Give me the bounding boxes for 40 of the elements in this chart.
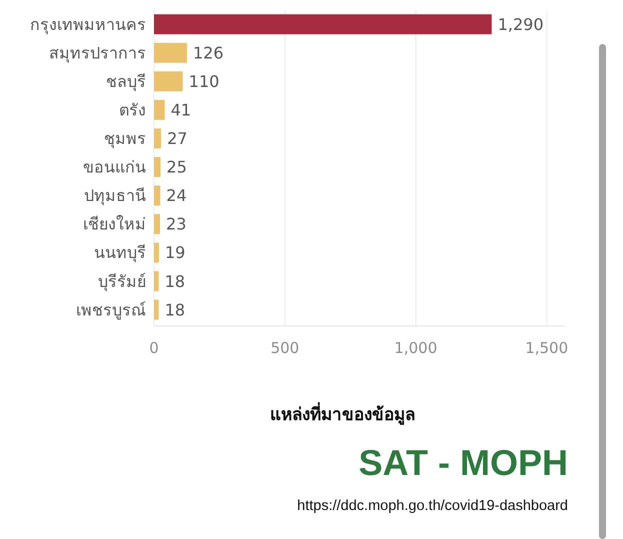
- text: https://ddc.moph.go.th/covid19-dashboard: [297, 498, 568, 514]
- data-label: 110: [188, 72, 220, 91]
- bar: [154, 42, 187, 63]
- y-tick-label: กรุงเทพมหานคร: [30, 14, 146, 35]
- y-tick-label: นนทบุรี: [94, 243, 146, 264]
- text: แหล่งที่มาของข้อมูล: [270, 402, 415, 426]
- y-tick-label: เพชรบูรณ์: [76, 300, 146, 320]
- y-tick-label: ขอนแก่น: [83, 158, 146, 177]
- x-tick-label: 1,500: [525, 339, 568, 357]
- data-label: 25: [166, 158, 187, 177]
- x-tick-label: 1,000: [394, 339, 438, 357]
- y-tick-label: ปทุมธานี: [84, 186, 146, 206]
- bar: [154, 71, 183, 92]
- y-tick-label: ชุมพร: [104, 129, 146, 150]
- data-label: 23: [166, 214, 186, 234]
- data-label: 18: [164, 300, 186, 320]
- data-label: 24: [166, 186, 187, 206]
- y-tick-label: บุรีรัมย์: [98, 272, 146, 292]
- bar: [154, 214, 160, 234]
- x-tick-label: 0: [149, 339, 159, 357]
- y-tick-label: เชียงใหม่: [83, 214, 146, 234]
- data-label: 19: [164, 243, 186, 262]
- y-tick-label: ตรัง: [119, 100, 146, 120]
- data-label: 126: [192, 43, 224, 62]
- x-tick-label: 500: [270, 339, 300, 357]
- bar: [154, 186, 160, 206]
- data-label: 41: [170, 100, 192, 120]
- y-tick-label: สมุทรปราการ: [49, 43, 146, 64]
- bar: [154, 128, 162, 148]
- data-label: 27: [167, 129, 188, 148]
- bar: [154, 271, 159, 292]
- data-label: 1,290: [498, 14, 544, 34]
- bar: [154, 14, 492, 34]
- y-tick-label: ชลบุรี: [106, 72, 146, 92]
- text: SAT - MOPH: [358, 442, 568, 483]
- bar: [154, 242, 159, 263]
- bar: [154, 157, 161, 177]
- data-label: 18: [164, 272, 186, 291]
- bar: [154, 300, 159, 320]
- bar: [154, 100, 165, 120]
